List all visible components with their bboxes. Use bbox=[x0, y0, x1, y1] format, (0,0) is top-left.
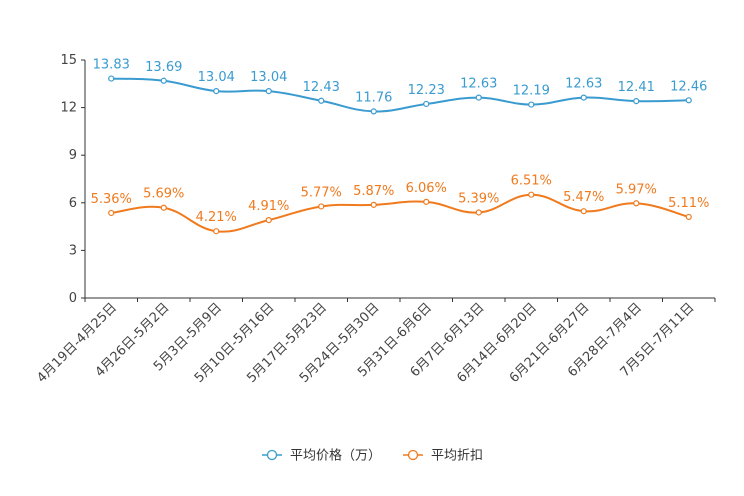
data-label: 13.04 bbox=[250, 70, 287, 85]
data-label: 11.76 bbox=[355, 90, 392, 105]
data-point bbox=[160, 204, 167, 211]
data-label: 5.11% bbox=[668, 196, 709, 211]
data-label: 12.43 bbox=[303, 80, 340, 95]
series-line-1 bbox=[111, 193, 690, 233]
data-point bbox=[423, 198, 430, 205]
legend-label: 平均折扣 bbox=[431, 449, 483, 464]
data-labels: 13.83 13.69 13.04 13.04 12.43 11.76 12.23 12.63… bbox=[91, 58, 710, 226]
data-point bbox=[108, 75, 115, 82]
data-label: 5.87% bbox=[353, 184, 394, 199]
data-label: 12.63 bbox=[460, 77, 497, 92]
data-label: 5.69% bbox=[143, 187, 184, 202]
data-point bbox=[265, 87, 272, 95]
data-label: 12.46 bbox=[670, 79, 707, 94]
data-point bbox=[213, 87, 220, 95]
series-line-0 bbox=[111, 77, 689, 113]
y-tick-label: 9 bbox=[69, 148, 77, 163]
data-point bbox=[370, 108, 377, 115]
data-label: 4.91% bbox=[248, 199, 289, 214]
data-point bbox=[370, 201, 377, 208]
legend-label: 平均价格（万） bbox=[290, 448, 381, 464]
data-label: 12.19 bbox=[513, 84, 550, 99]
data-point bbox=[528, 191, 535, 198]
data-label: 5.47% bbox=[563, 190, 604, 205]
data-point bbox=[685, 97, 692, 104]
data-point bbox=[160, 77, 167, 84]
data-label: 12.23 bbox=[408, 83, 445, 98]
data-point bbox=[633, 200, 640, 207]
data-label: 6.06% bbox=[406, 181, 447, 196]
legend-marker-icon bbox=[407, 449, 419, 461]
y-tick-label: 3 bbox=[69, 243, 77, 258]
data-label: 13.69 bbox=[145, 60, 182, 75]
data-label: 12.63 bbox=[565, 77, 602, 92]
data-point bbox=[318, 203, 325, 210]
legend[interactable]: 平均价格（万） 平均折扣 bbox=[262, 448, 483, 464]
data-point bbox=[528, 101, 535, 108]
data-label: 5.97% bbox=[616, 182, 657, 197]
y-tick-label: 15 bbox=[60, 53, 77, 68]
data-label: 6.51% bbox=[511, 174, 552, 189]
data-point bbox=[108, 209, 115, 217]
y-tick-label: 12 bbox=[60, 101, 77, 116]
legend-marker-icon bbox=[266, 449, 278, 461]
data-point bbox=[475, 209, 482, 216]
data-point bbox=[318, 97, 325, 104]
data-point bbox=[633, 97, 640, 105]
data-label: 5.36% bbox=[91, 192, 132, 207]
data-point bbox=[213, 228, 220, 235]
data-label: 5.77% bbox=[301, 185, 342, 200]
data-label: 4.21% bbox=[196, 210, 237, 225]
y-tick-label: 0 bbox=[69, 291, 77, 306]
data-label: 5.39% bbox=[458, 191, 499, 206]
data-point bbox=[475, 94, 482, 101]
data-point bbox=[580, 208, 587, 215]
y-tick-label: 6 bbox=[69, 196, 77, 211]
data-point bbox=[685, 213, 692, 221]
data-point bbox=[265, 216, 272, 224]
data-label: 13.04 bbox=[198, 70, 235, 85]
series-group bbox=[108, 75, 692, 235]
data-point bbox=[423, 100, 430, 108]
data-label: 13.83 bbox=[93, 58, 130, 73]
data-label: 12.41 bbox=[618, 80, 655, 95]
data-point bbox=[580, 94, 587, 101]
